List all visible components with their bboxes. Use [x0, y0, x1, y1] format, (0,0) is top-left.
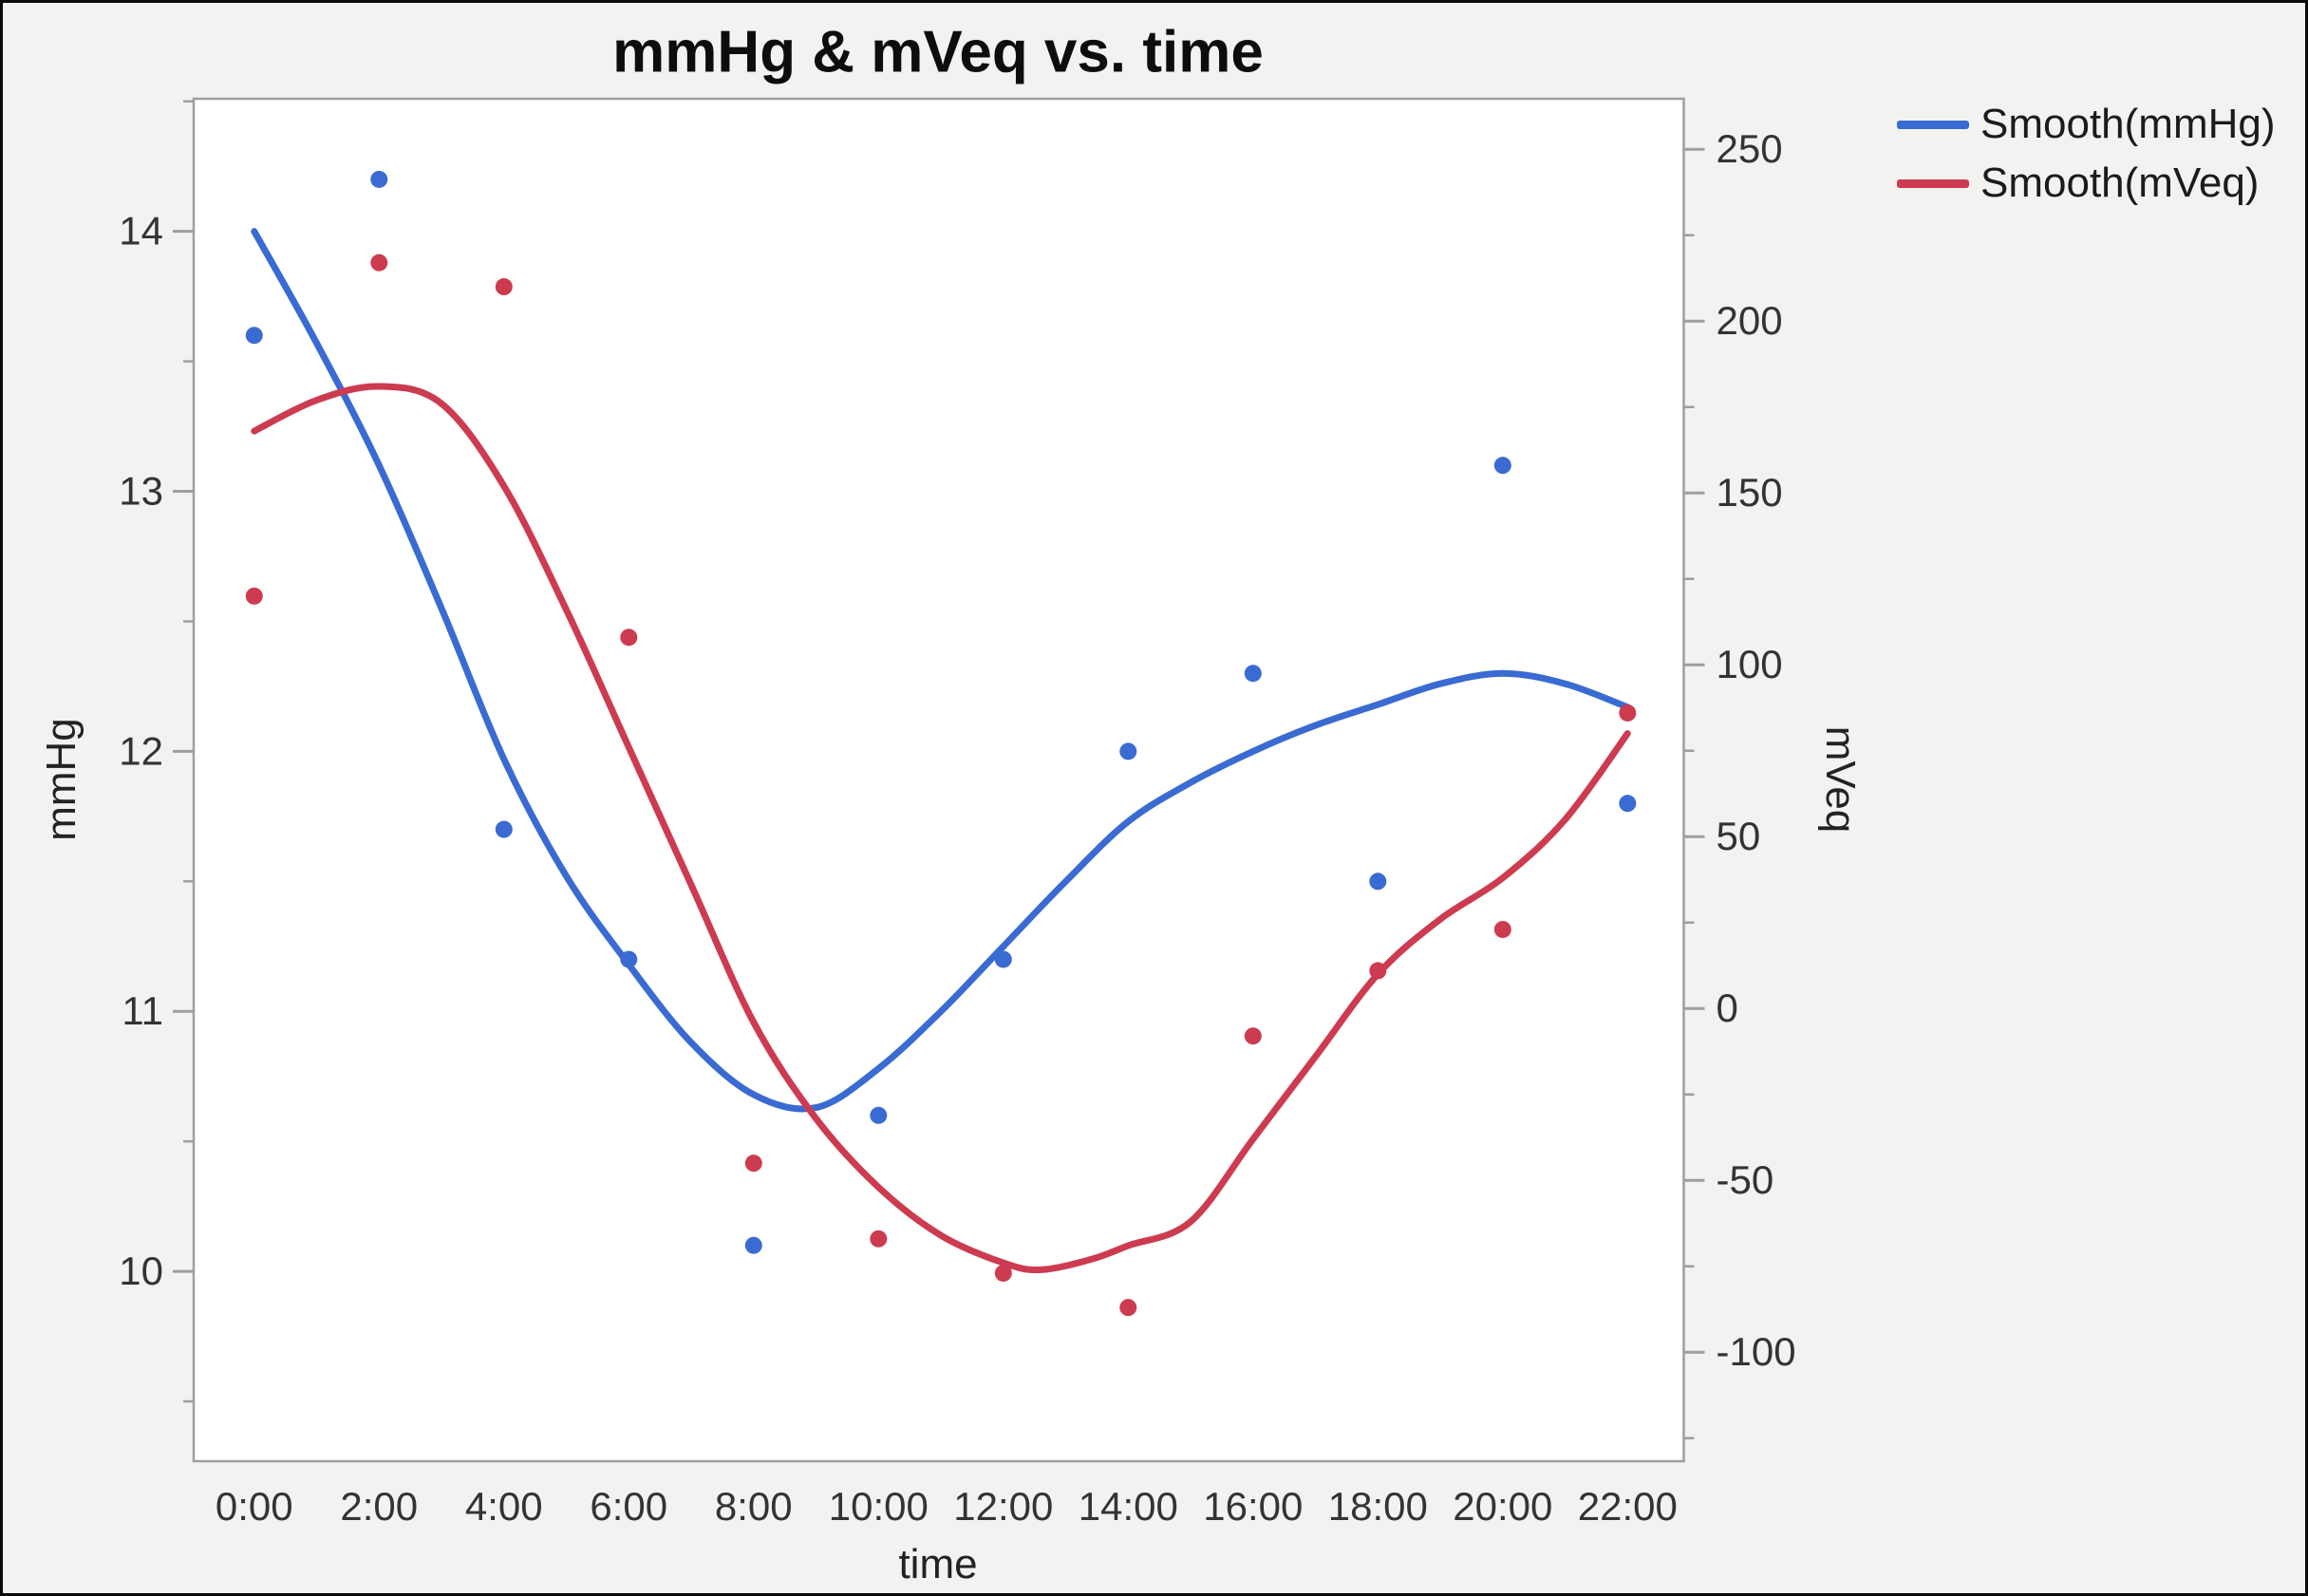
- scatter-point-mmhg-18:00[interactable]: [1369, 873, 1387, 891]
- scatter-point-mmhg-4:00[interactable]: [495, 820, 513, 838]
- scatter-point-mveq-2:00[interactable]: [370, 253, 388, 272]
- scatter-point-mmhg-20:00[interactable]: [1493, 457, 1511, 475]
- chart-canvas: 10 11 12 13 14 -100 -50 0 50 100 150 200 250 0:00 2:00…: [119, 97, 1796, 1529]
- scatter-point-mmhg-2:00[interactable]: [370, 170, 388, 188]
- right-axis-title: mVeq: [1817, 725, 1864, 834]
- scatter-point-mveq-4:00[interactable]: [495, 278, 513, 296]
- x-axis-tick-label: 0:00: [216, 1484, 293, 1529]
- right-axis-tick-label: -100: [1717, 1329, 1796, 1374]
- right-axis-tick-label: 200: [1717, 298, 1783, 343]
- scatter-point-mveq-22:00[interactable]: [1619, 704, 1637, 722]
- left-axis-title: mmHg: [38, 718, 84, 841]
- chart-title: mmHg & mVeq vs. time: [612, 19, 1264, 85]
- scatter-point-mveq-8:00[interactable]: [744, 1155, 762, 1173]
- legend-item-smooth-mveq-[interactable]: Smooth(mVeq): [1897, 160, 2276, 206]
- scatter-point-mmhg-16:00[interactable]: [1244, 665, 1262, 683]
- smooth-curve-smooth-mmhg-[interactable]: [251, 228, 1631, 1113]
- x-axis-tick-label: 20:00: [1453, 1484, 1552, 1529]
- scatter-point-mmhg-10:00[interactable]: [870, 1106, 888, 1124]
- left-axis-tick-label: 14: [119, 209, 163, 253]
- legend-item-label: Smooth(mVeq): [1980, 160, 2260, 207]
- scatter-point-mveq-18:00[interactable]: [1369, 962, 1387, 980]
- x-axis-tick-label: 16:00: [1203, 1484, 1303, 1529]
- left-axis-tick-label: 11: [122, 988, 163, 1033]
- x-axis-tick-label: 18:00: [1328, 1484, 1428, 1529]
- scatter-point-mmhg-6:00[interactable]: [620, 950, 638, 968]
- right-axis-tick-label: 250: [1717, 126, 1783, 171]
- scatter-point-mveq-20:00[interactable]: [1493, 920, 1511, 938]
- x-axis-tick-label: 14:00: [1079, 1484, 1178, 1529]
- x-axis-tick-label: 10:00: [829, 1484, 929, 1529]
- scatter-point-mveq-14:00[interactable]: [1119, 1299, 1137, 1317]
- legend-line-swatch: [1897, 120, 1969, 129]
- plot-area: [192, 97, 1685, 1463]
- left-axis-tick-label: 13: [119, 469, 163, 514]
- x-axis-tick-label: 4:00: [465, 1484, 543, 1529]
- left-axis-tick-label: 12: [119, 728, 163, 773]
- x-axis-tick-label: 12:00: [953, 1484, 1053, 1529]
- scatter-point-mmhg-22:00[interactable]: [1619, 795, 1637, 813]
- right-axis-tick-label: -50: [1717, 1157, 1774, 1202]
- x-axis-tick-label: 8:00: [715, 1484, 793, 1529]
- scatter-point-mveq-6:00[interactable]: [620, 629, 638, 647]
- scatter-point-mmhg-0:00[interactable]: [245, 327, 263, 345]
- x-axis-tick-label: 6:00: [590, 1484, 667, 1529]
- right-axis-tick-label: 0: [1717, 986, 1738, 1030]
- scatter-point-mveq-16:00[interactable]: [1244, 1027, 1262, 1045]
- right-axis-tick-label: 100: [1717, 642, 1783, 686]
- legend-line-swatch: [1897, 179, 1969, 189]
- x-axis-title: time: [898, 1541, 978, 1587]
- scatter-point-mmhg-14:00[interactable]: [1119, 742, 1137, 760]
- legend-item-smooth-mmhg-[interactable]: Smooth(mmHg): [1897, 101, 2276, 147]
- left-axis-tick-label: 10: [119, 1249, 163, 1293]
- scatter-point-mmhg-8:00[interactable]: [744, 1236, 762, 1254]
- x-axis-tick-label: 22:00: [1578, 1484, 1678, 1529]
- scatter-point-mveq-12:00[interactable]: [994, 1264, 1012, 1282]
- legend-item-label: Smooth(mmHg): [1980, 101, 2276, 147]
- right-axis-tick-label: 150: [1717, 470, 1783, 515]
- scatter-point-mmhg-12:00[interactable]: [994, 950, 1012, 968]
- x-axis-tick-label: 2:00: [340, 1484, 418, 1529]
- scatter-point-mveq-10:00[interactable]: [870, 1230, 888, 1248]
- scatter-point-mveq-0:00[interactable]: [245, 587, 263, 605]
- right-axis-tick-label: 50: [1717, 814, 1761, 858]
- legend: Smooth(mmHg) Smooth(mVeq): [1897, 101, 2276, 207]
